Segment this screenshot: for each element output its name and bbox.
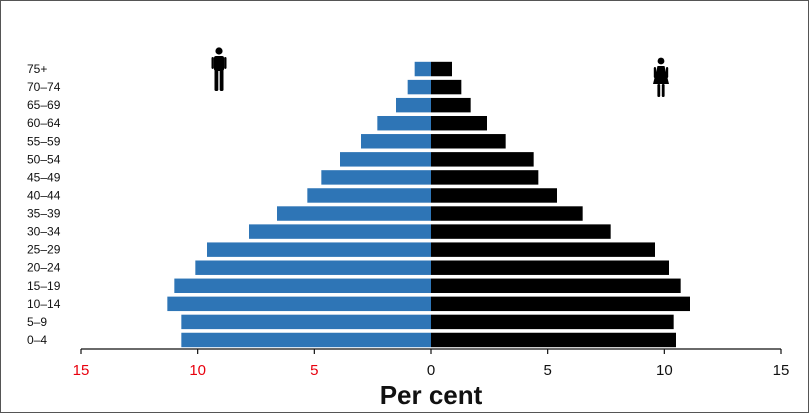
male-bar-0–4 (181, 332, 431, 348)
female-bar-70–74 (431, 79, 462, 95)
age-label: 70–74 (27, 80, 61, 94)
female-bar-60–64 (431, 115, 487, 131)
male-bar-70–74 (407, 79, 431, 95)
age-label: 40–44 (27, 188, 61, 202)
female-series (431, 61, 690, 348)
male-bar-25–29 (207, 242, 431, 257)
age-label: 55–59 (27, 134, 61, 148)
x-tick-label: 5 (310, 362, 318, 379)
female-bar-5–9 (431, 314, 674, 330)
age-label: 35–39 (27, 207, 61, 221)
x-tick-label: 10 (189, 362, 206, 379)
female-icon (653, 57, 669, 97)
age-label: 25–29 (27, 243, 61, 257)
age-label: 60–64 (27, 116, 61, 130)
female-bar-10–14 (431, 296, 690, 312)
male-bar-35–39 (277, 206, 431, 221)
age-label: 75+ (27, 62, 47, 76)
female-bar-45–49 (431, 170, 539, 185)
x-tick-label: 5 (543, 362, 551, 379)
female-bar-65–69 (431, 97, 471, 113)
age-label: 50–54 (27, 152, 61, 166)
female-bar-35–39 (431, 206, 583, 221)
male-bar-5–9 (181, 314, 431, 330)
female-bar-25–29 (431, 242, 655, 257)
age-label: 45–49 (27, 170, 61, 184)
male-bar-20–24 (195, 260, 431, 275)
x-tick-label: 10 (656, 362, 673, 379)
x-tick-label: 15 (73, 362, 90, 379)
age-label: 15–19 (27, 279, 61, 293)
age-label: 10–14 (27, 297, 61, 311)
age-label: 30–34 (27, 225, 61, 239)
male-bar-15–19 (174, 278, 432, 294)
female-bar-50–54 (431, 152, 534, 167)
age-group-labels: 0–4 5–9 10–14 15–19 20–24 25–29 30–34 35–39 40–4… (27, 62, 61, 347)
female-bar-40–44 (431, 188, 557, 203)
female-bar-55–59 (431, 134, 506, 149)
male-series (167, 61, 432, 348)
age-label: 5–9 (27, 315, 47, 329)
x-axis-title: Per cent (380, 380, 483, 410)
male-bar-55–59 (361, 134, 431, 149)
male-bar-50–54 (340, 152, 431, 167)
female-bar-30–34 (431, 224, 611, 239)
x-tick-label: 0 (427, 362, 435, 379)
male-bar-40–44 (307, 188, 431, 203)
male-bar-10–14 (167, 296, 432, 312)
age-label: 20–24 (27, 261, 61, 275)
female-bar-75+ (431, 61, 452, 77)
x-tick-label: 15 (773, 362, 790, 379)
male-icon (211, 47, 227, 91)
male-bar-75+ (414, 61, 431, 77)
male-bar-30–34 (249, 224, 431, 239)
female-bar-15–19 (431, 278, 681, 294)
male-bar-65–69 (396, 97, 431, 113)
male-bar-60–64 (377, 115, 431, 131)
x-axis-ticks: 15 10 5 0 5 10 15 (73, 349, 790, 379)
age-label: 0–4 (27, 333, 47, 347)
female-bar-0–4 (431, 332, 676, 348)
male-bar-45–49 (321, 170, 431, 185)
age-label: 65–69 (27, 98, 61, 112)
female-bar-20–24 (431, 260, 669, 275)
